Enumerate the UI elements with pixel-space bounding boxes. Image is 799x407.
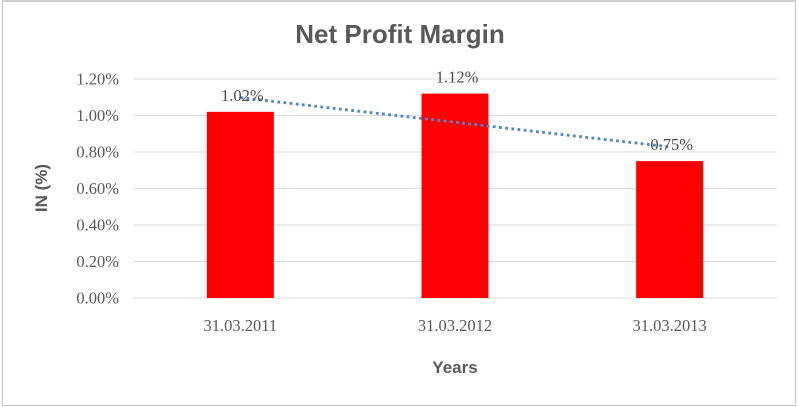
y-tick-label: 1.20% <box>76 70 119 89</box>
trendline <box>240 96 670 149</box>
x-tick-label: 31.03.2013 <box>633 316 707 335</box>
y-tick-label: 0.20% <box>76 252 119 271</box>
y-tick-label: 0.80% <box>76 143 119 162</box>
y-tick-label: 0.40% <box>76 216 119 235</box>
x-axis-title: Years <box>432 358 478 377</box>
data-label: 1.02% <box>221 86 264 105</box>
x-tick-label: 31.03.2011 <box>204 316 278 335</box>
chart-title: Net Profit Margin <box>295 19 505 49</box>
x-tick-label: 31.03.2012 <box>418 316 492 335</box>
data-label: 1.12% <box>436 68 479 87</box>
y-tick-label: 0.60% <box>76 179 119 198</box>
bar-31.03.2013 <box>636 161 704 298</box>
y-tick-label: 0.00% <box>76 289 119 308</box>
y-tick-label: 1.00% <box>76 106 119 125</box>
bar-31.03.2012 <box>421 93 489 298</box>
data-label: 0.75% <box>650 135 693 154</box>
bar-31.03.2011 <box>206 111 274 298</box>
